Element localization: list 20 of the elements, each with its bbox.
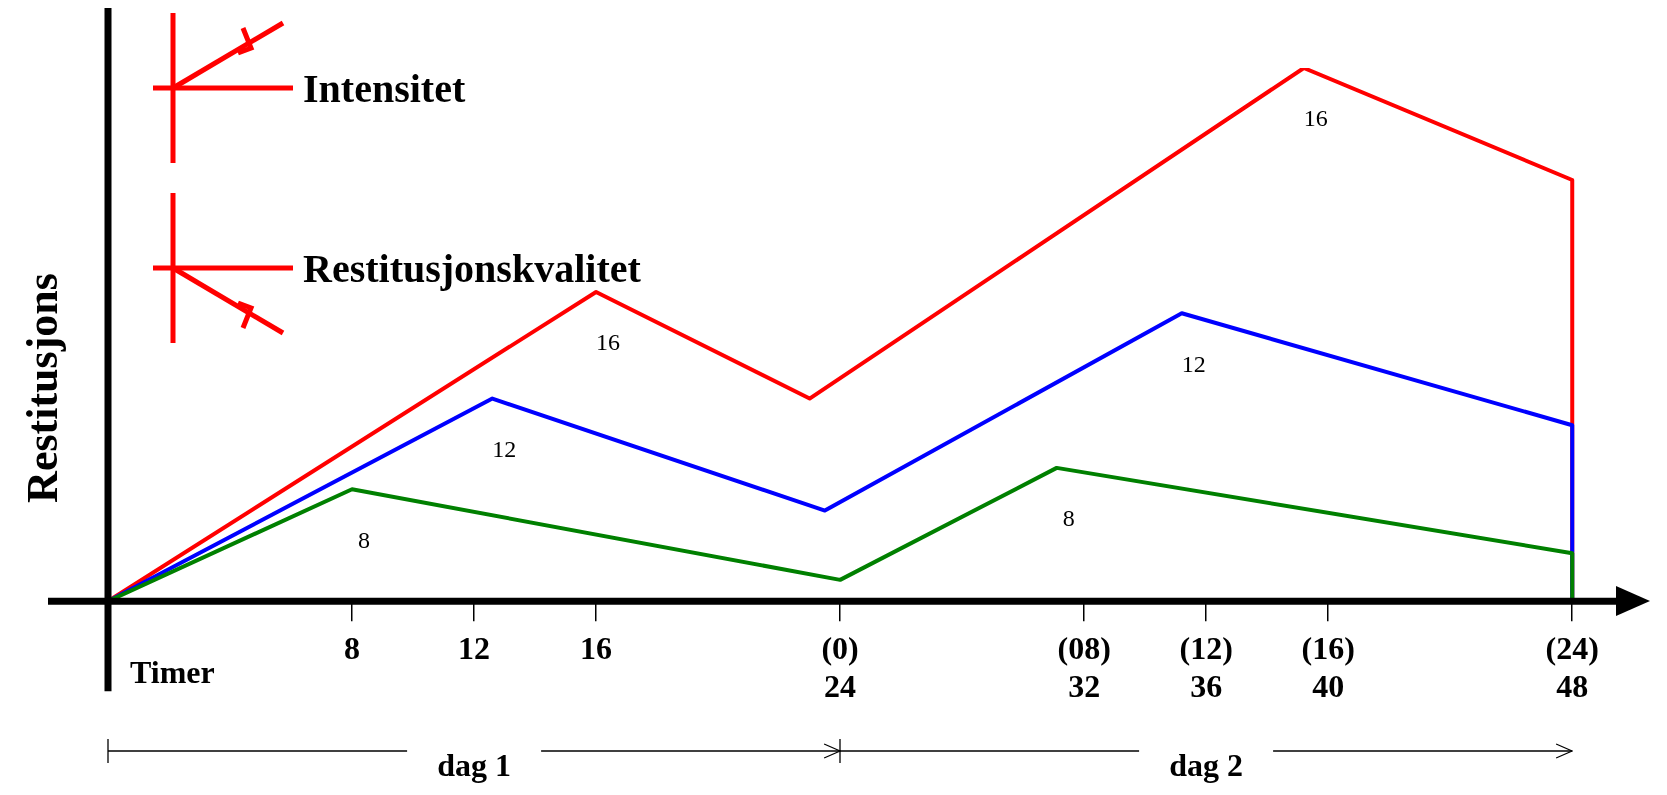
series-label: 16 — [596, 329, 621, 356]
series-label: 12 — [492, 435, 517, 462]
text: 8 — [1062, 505, 1075, 532]
x-tick-label: 16 — [580, 629, 613, 666]
x-tick-label: 12 — [458, 629, 491, 666]
x-axis-title: Timer — [130, 654, 215, 691]
text: dag 2 — [1139, 747, 1274, 785]
x-tick-label: (24) 48 — [1545, 629, 1599, 705]
x-tick-label: (08) 32 — [1057, 629, 1111, 705]
y-axis-title: Restitusjons — [18, 273, 68, 503]
x-tick-label: (0) 24 — [821, 629, 859, 705]
x-tick-label: (12) 36 — [1179, 629, 1233, 705]
x-tick-label: (16) 40 — [1301, 629, 1355, 705]
text: 12 — [1181, 350, 1206, 377]
text: dag 1 — [407, 747, 541, 785]
x-tick-label: 8 — [344, 629, 361, 666]
series-label: 8 — [358, 526, 371, 553]
annotation: Intensitet — [303, 64, 466, 112]
text: 16 — [1303, 105, 1328, 132]
annotation: Restitusjonskvalitet — [303, 244, 641, 292]
